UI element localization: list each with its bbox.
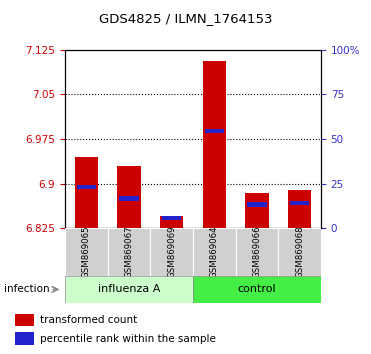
Bar (108, 228, 150, 276)
Text: GDS4825 / ILMN_1764153: GDS4825 / ILMN_1764153 (99, 12, 272, 25)
Text: control: control (237, 284, 276, 295)
Bar (75, 157, 98, 228)
Bar (160, 216, 183, 228)
Bar (236, 228, 278, 276)
Text: GSM869064: GSM869064 (210, 225, 219, 278)
Text: infection: infection (4, 284, 49, 295)
Bar (193, 276, 321, 303)
Bar (65, 228, 108, 276)
Text: percentile rank within the sample: percentile rank within the sample (40, 334, 216, 344)
Bar (65, 276, 193, 303)
Text: GSM869065: GSM869065 (82, 225, 91, 278)
Bar (205, 129, 224, 133)
Bar (193, 228, 236, 276)
Bar (119, 196, 138, 201)
Bar (203, 62, 226, 228)
Bar (278, 228, 321, 276)
Bar (150, 228, 193, 276)
Bar (15, 314, 34, 326)
Text: influenza A: influenza A (98, 284, 160, 295)
Bar (117, 166, 141, 228)
Bar (288, 190, 311, 228)
Text: GSM869067: GSM869067 (124, 225, 134, 278)
Text: GSM869066: GSM869066 (252, 225, 262, 278)
Bar (15, 332, 34, 345)
Bar (290, 201, 309, 205)
Text: transformed count: transformed count (40, 315, 138, 325)
Text: GSM869069: GSM869069 (167, 225, 176, 278)
Text: GSM869068: GSM869068 (295, 225, 304, 278)
Bar (247, 202, 266, 207)
Bar (245, 193, 269, 228)
Bar (162, 216, 181, 220)
Bar (77, 184, 96, 189)
